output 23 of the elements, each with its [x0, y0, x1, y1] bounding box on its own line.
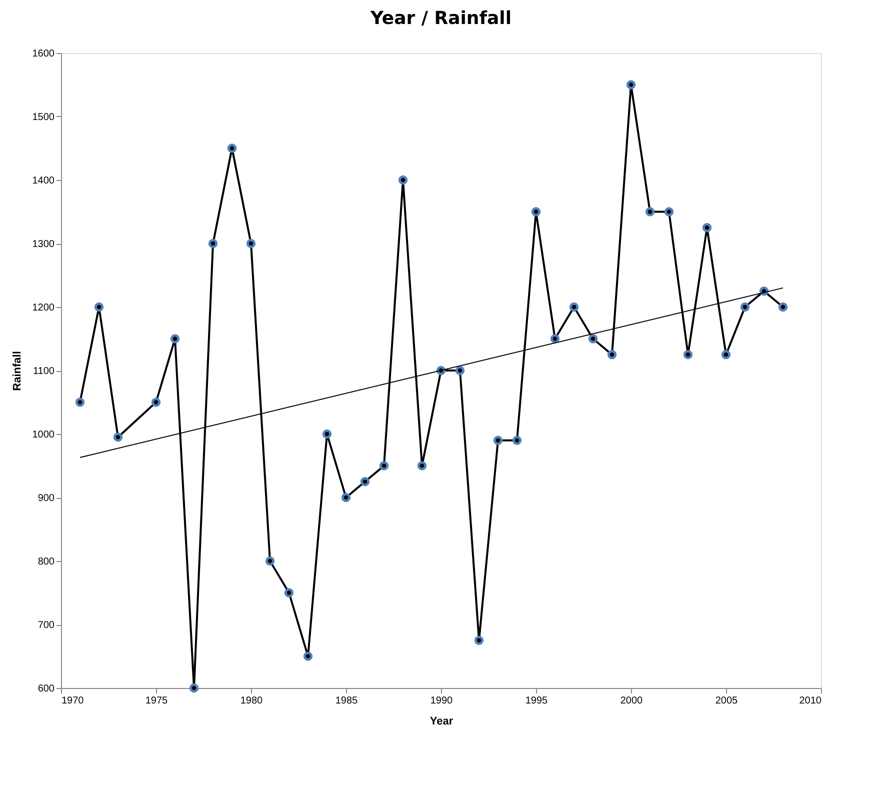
y-tick-label: 1300 [32, 239, 55, 250]
y-tick-label: 1200 [32, 302, 55, 314]
x-tick-label: 1975 [145, 696, 168, 706]
x-tick-label: 1970 [62, 696, 84, 706]
y-tick-label: 1000 [32, 430, 55, 440]
y-tick-label: 1500 [32, 112, 55, 123]
x-tick-label: 1995 [525, 696, 548, 706]
y-tick-label: 1400 [32, 176, 55, 186]
x-tick-label: 2000 [620, 696, 644, 706]
y-tick-label: 900 [38, 493, 55, 504]
y-tick-label: 1600 [32, 48, 55, 60]
y-axis-title: Rainfall [11, 351, 24, 391]
x-axis-title: Year [430, 716, 454, 728]
y-tick-label: 700 [38, 620, 55, 631]
x-tick-label: 1980 [240, 696, 264, 706]
y-tick-label: 600 [38, 684, 55, 694]
x-tick-label: 2010 [799, 696, 822, 706]
chart-title: Year / Rainfall [369, 8, 512, 29]
x-tick-label: 1990 [430, 696, 454, 706]
y-tick-label: 1100 [32, 366, 55, 377]
x-tick-label: 1985 [335, 696, 358, 706]
y-tick-label: 800 [38, 556, 55, 568]
x-tick-label: 2005 [715, 696, 738, 706]
